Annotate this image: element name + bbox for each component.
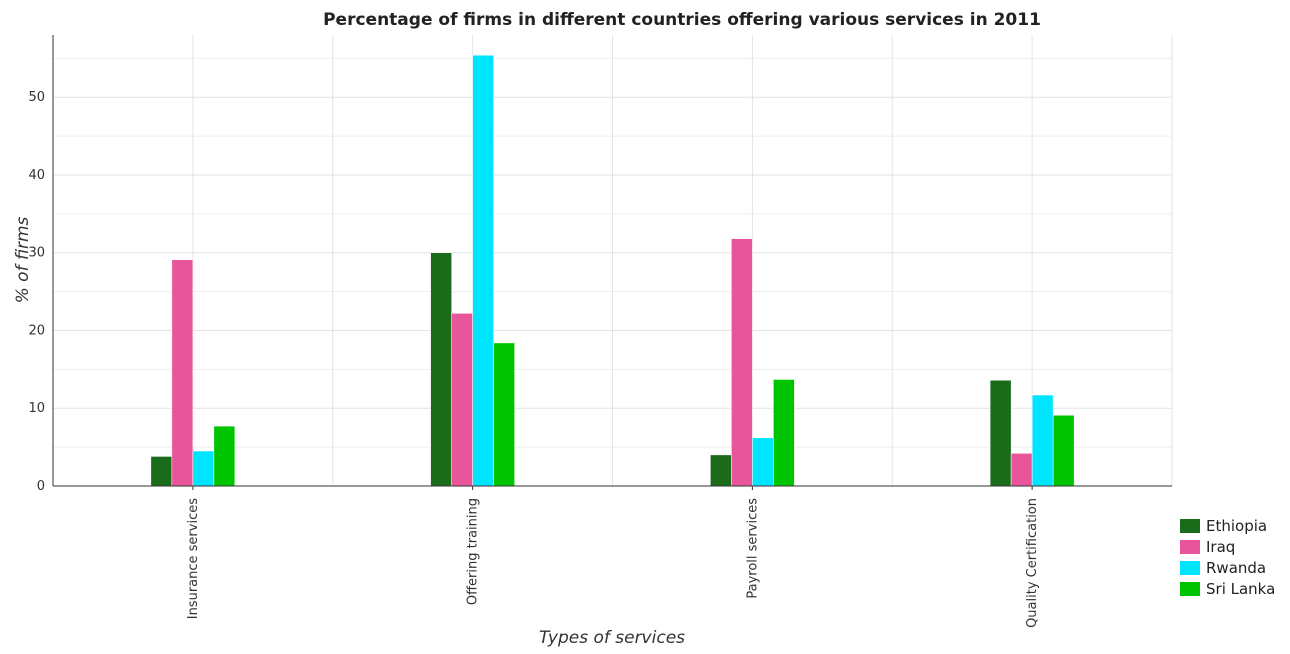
bar-ethiopia: [710, 454, 732, 487]
bar-ethiopia: [430, 252, 452, 487]
legend-label: Rwanda: [1206, 559, 1266, 577]
y-axis-label: % of firms: [13, 216, 33, 303]
x-tick-label: Insurance services: [186, 498, 201, 619]
legend: Ethiopia Iraq Rwanda Sri Lanka: [1180, 517, 1275, 598]
y-tick-label: 30: [28, 246, 45, 261]
bars: [150, 54, 1075, 487]
bar-rwanda: [752, 437, 774, 487]
legend-label: Ethiopia: [1206, 517, 1267, 535]
bar-sri-lanka: [213, 425, 236, 487]
y-tick-label: 0: [37, 479, 45, 494]
x-axis-label: Types of services: [539, 628, 685, 648]
bar-rwanda: [1031, 394, 1054, 487]
bar-rwanda: [472, 54, 494, 487]
legend-swatch: [1180, 519, 1200, 533]
legend-label: Sri Lanka: [1206, 580, 1275, 598]
y-tick-label: 40: [28, 168, 45, 183]
axes: 0 10 20 30 40 50 Insurance services Offering tr…: [28, 35, 1172, 628]
bar-sri-lanka: [493, 342, 515, 487]
bar-ethiopia: [150, 456, 173, 487]
y-tick-label: 20: [28, 323, 45, 338]
x-tick-label: Quality Certification: [1025, 498, 1040, 628]
y-tick-label: 50: [28, 90, 45, 105]
bar-sri-lanka: [1052, 414, 1075, 487]
bar-rwanda: [192, 450, 215, 487]
x-tick-label: Payroll services: [745, 498, 760, 599]
legend-swatch: [1180, 540, 1200, 554]
bar-iraq: [1010, 453, 1033, 487]
x-tick-label: Offering training: [466, 498, 481, 605]
chart-title: Percentage of firms in different countri…: [323, 10, 1041, 30]
bar-iraq: [171, 259, 194, 487]
bar-sri-lanka: [773, 379, 795, 487]
bar-iraq: [731, 238, 753, 487]
bar-iraq: [451, 313, 473, 487]
legend-swatch: [1180, 561, 1200, 575]
y-tick-label: 10: [28, 401, 45, 416]
legend-swatch: [1180, 582, 1200, 596]
legend-label: Iraq: [1206, 538, 1235, 556]
bar-ethiopia: [989, 379, 1012, 487]
